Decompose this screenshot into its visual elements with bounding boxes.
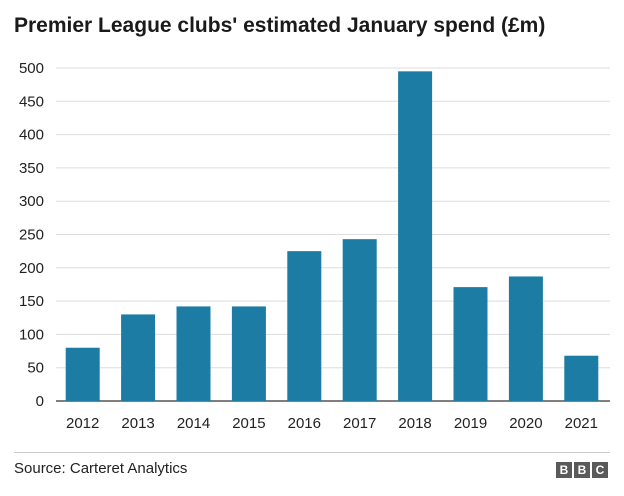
y-tick-label: 450: [19, 93, 44, 110]
bar-2017: [342, 239, 377, 401]
x-axis-tick-labels: 2012 2013 2014 2015 2016 2017 2018 2019 2020 2021: [66, 415, 598, 432]
y-tick-label: 250: [19, 227, 44, 244]
y-tick-label: 400: [19, 127, 44, 144]
x-tick-label: 2015: [232, 415, 265, 432]
bar-2016: [287, 251, 322, 401]
bar-2012: [65, 347, 100, 401]
x-tick-label: 2017: [343, 415, 376, 432]
chart-title: Premier League clubs' estimated January …: [14, 14, 546, 37]
x-tick-label: 2020: [509, 415, 542, 432]
bbc-logo: B B C: [556, 462, 608, 478]
y-tick-label: 350: [19, 160, 44, 177]
footer-divider: [14, 452, 610, 453]
bar-2013: [121, 314, 156, 401]
source-note: Source: Carteret Analytics: [14, 460, 188, 477]
bars: [65, 71, 599, 401]
y-tick-label: 100: [19, 326, 44, 343]
bar-2015: [231, 306, 266, 401]
x-tick-label: 2016: [288, 415, 321, 432]
bbc-logo-letter: B: [556, 462, 572, 478]
y-tick-label: 150: [19, 293, 44, 310]
y-tick-label: 0: [36, 393, 44, 410]
bar-2018: [398, 71, 433, 401]
bbc-logo-letter: C: [592, 462, 608, 478]
y-tick-label: 50: [27, 360, 44, 377]
x-tick-label: 2012: [66, 415, 99, 432]
y-tick-label: 300: [19, 193, 44, 210]
x-tick-label: 2021: [565, 415, 598, 432]
y-tick-label: 200: [19, 260, 44, 277]
x-tick-label: 2019: [454, 415, 487, 432]
bar-2020: [508, 276, 543, 401]
y-axis-tick-labels: 0 50 100 150 200 250 300 350 400 450 500: [19, 60, 44, 410]
bbc-logo-letter: B: [574, 462, 590, 478]
x-tick-label: 2014: [177, 415, 210, 432]
x-tick-label: 2018: [398, 415, 431, 432]
x-tick-label: 2013: [121, 415, 154, 432]
bar-2014: [176, 306, 211, 401]
bar-2019: [453, 287, 488, 401]
y-tick-label: 500: [19, 60, 44, 77]
bar-2021: [564, 355, 599, 401]
